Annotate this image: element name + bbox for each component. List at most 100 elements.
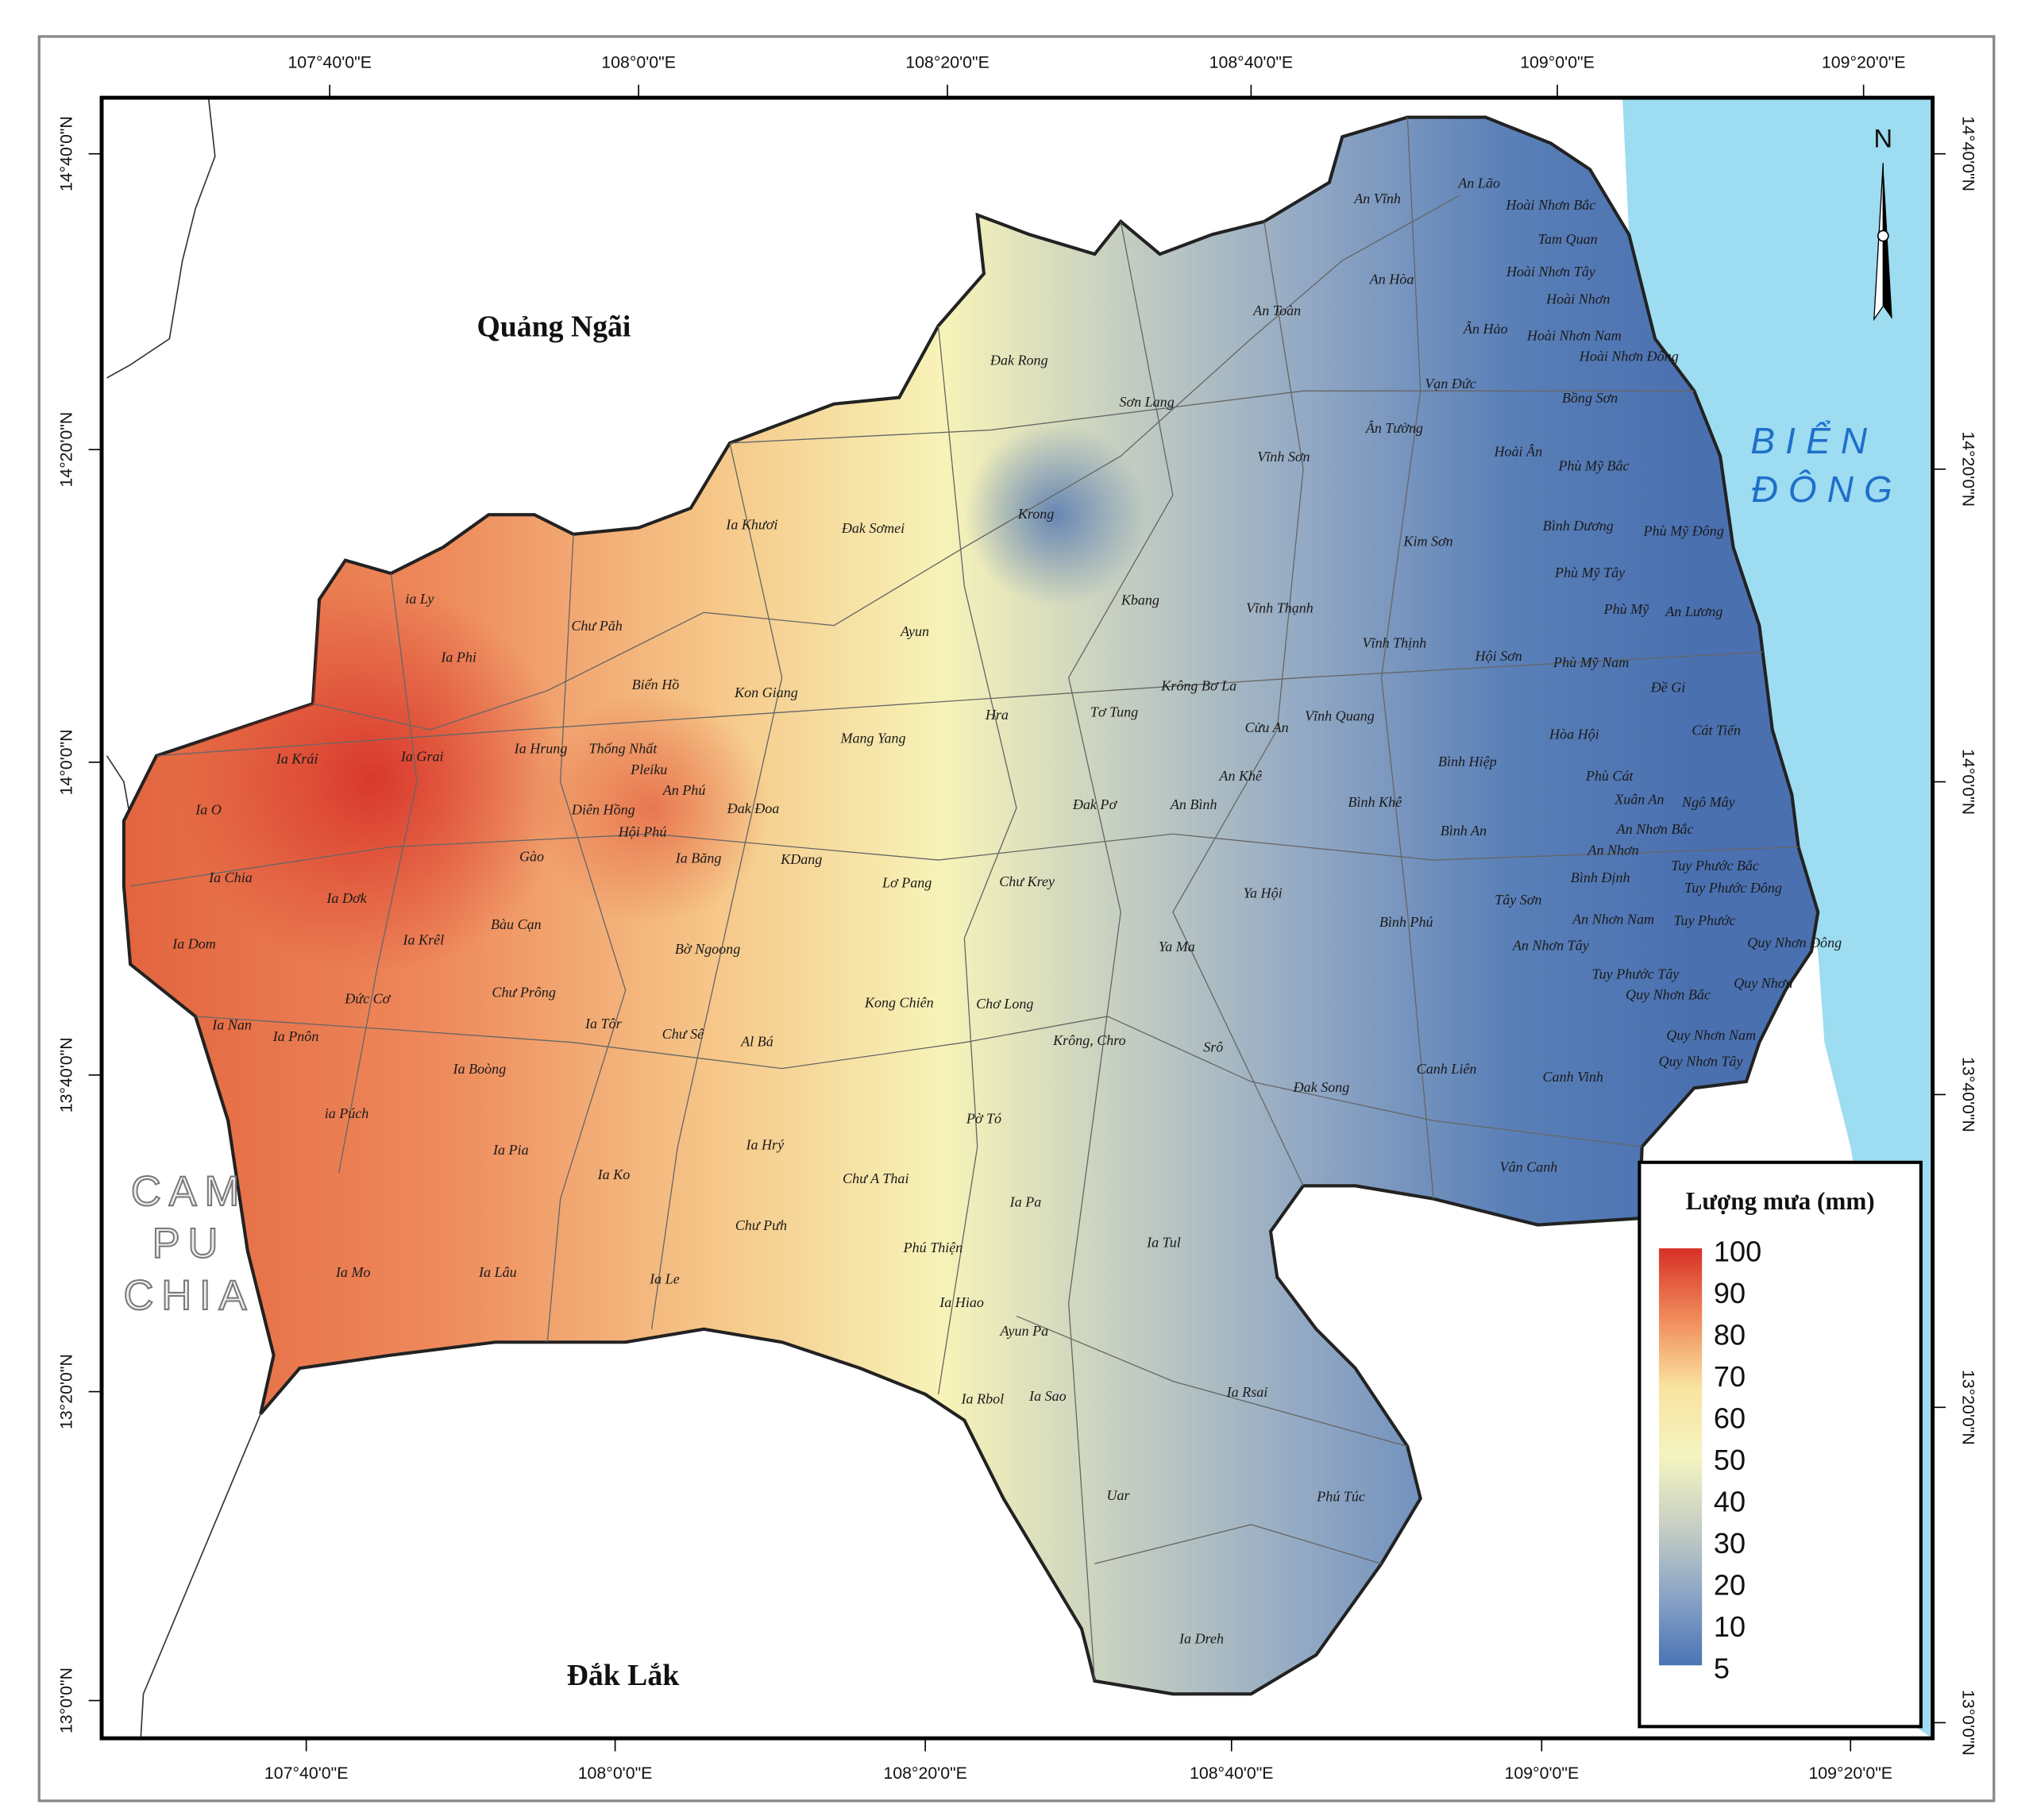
commune-borders — [130, 117, 1799, 1681]
place-label: Ia Boòng — [453, 1061, 507, 1077]
place-label: Ia Hrung — [514, 741, 568, 757]
graticule-label: 13°0'0"N — [1958, 1690, 1977, 1756]
place-label: Chư Pưh — [735, 1217, 787, 1233]
place-label: Vân Canh — [1500, 1159, 1558, 1174]
place-label: ia Púch — [325, 1105, 369, 1121]
graticule-label: 13°40'0"N — [1958, 1057, 1977, 1132]
graticule-label: 108°40'0"E — [1209, 52, 1294, 71]
place-label: An Nhơn — [1587, 843, 1638, 858]
place-label: KDang — [780, 851, 822, 867]
place-label: An Lương — [1665, 603, 1722, 619]
legend-tick-label: 100 — [1714, 1235, 1761, 1267]
legend-tick-label: 5 — [1714, 1652, 1730, 1685]
place-label: Thống Nhất — [589, 741, 658, 757]
graticule-label: 108°20'0"E — [905, 52, 989, 71]
place-label: Sơn Lang — [1119, 394, 1174, 410]
place-label: Canh Vinh — [1543, 1069, 1603, 1085]
place-label: Hội Sơn — [1475, 648, 1522, 664]
legend-tick-label: 40 — [1714, 1486, 1746, 1518]
place-label: Tam Quan — [1538, 231, 1598, 247]
place-label: Cửu An — [1245, 719, 1289, 735]
legend-color-bar — [1659, 1248, 1703, 1666]
place-label: Al Bá — [740, 1034, 773, 1050]
place-label: Đak Đoa — [727, 800, 780, 816]
place-label: Kim Sơn — [1402, 534, 1452, 549]
graticule-label: 108°0'0"E — [601, 52, 676, 71]
place-label: Kong Chiên — [864, 995, 934, 1011]
place-label: Ia O — [195, 802, 222, 818]
place-label: Pờ Tó — [966, 1111, 1001, 1127]
place-label: An Lão — [1457, 175, 1500, 191]
country-label: CHIA — [124, 1272, 255, 1319]
place-label: Ya Ma — [1159, 939, 1195, 954]
place-label: Ia Nan — [211, 1016, 252, 1032]
place-label: Chư Sê — [662, 1026, 704, 1042]
place-label: Phù Mỹ Bắc — [1557, 457, 1629, 473]
place-label: Bình Khê — [1348, 794, 1402, 810]
place-label: An Phú — [662, 782, 706, 798]
place-label: Phù Mỹ Tây — [1554, 565, 1626, 580]
place-label: Ia Dreh — [1179, 1630, 1224, 1646]
place-label: Ia Tul — [1146, 1234, 1181, 1250]
place-label: Srô — [1203, 1039, 1223, 1055]
country-label: CAM — [131, 1168, 247, 1215]
place-label: Hra — [985, 707, 1009, 723]
place-label: Hoài Nhơn Tây — [1506, 264, 1596, 280]
place-label: Đak Rong — [989, 352, 1048, 368]
graticule-label: 13°20'0"N — [1958, 1370, 1977, 1445]
place-label: Krông Bơ La — [1160, 678, 1236, 694]
place-label: Quy Nhơn Bắc — [1626, 987, 1711, 1003]
place-label: Hoài Nhơn Nam — [1526, 327, 1622, 343]
place-label: Tây Sơn — [1495, 892, 1541, 908]
place-label: Phù Mỹ — [1603, 601, 1650, 617]
place-label: Vĩnh Sơn — [1257, 449, 1310, 465]
place-label: Bình Dương — [1543, 518, 1614, 534]
place-label: Phú Thiện — [903, 1240, 963, 1255]
place-label: Ia Tôr — [584, 1016, 623, 1031]
place-label: An Nhơn Bắc — [1616, 821, 1694, 837]
place-label: Kon Giang — [734, 684, 798, 700]
place-label: Mang Yang — [839, 730, 905, 746]
place-label: Ia Dơk — [326, 890, 367, 906]
place-label: Ia Rbol — [961, 1390, 1005, 1406]
place-label: Hoài Ân — [1493, 442, 1542, 459]
place-label: Biển Hồ — [632, 677, 680, 692]
place-label: Phù Cát — [1585, 768, 1634, 784]
place-label: Vạn Đức — [1425, 376, 1476, 391]
cambodia-border — [106, 98, 261, 1739]
place-label: Hoài Nhơn Bắc — [1505, 197, 1595, 213]
place-label: An Hòa — [1369, 272, 1414, 287]
place-label: Xuân An — [1614, 792, 1664, 808]
place-label: Ayun Pa — [1000, 1323, 1049, 1339]
place-label: Bình Phú — [1379, 914, 1433, 930]
legend-title: Lượng mưa (mm) — [1686, 1187, 1875, 1215]
place-label: Ân Hảo — [1463, 320, 1508, 337]
place-label: Vĩnh Thạnh — [1246, 600, 1314, 615]
place-label: Ngô Mây — [1681, 794, 1736, 810]
north-arrow: N — [1873, 123, 1892, 322]
place-label: Vĩnh Quang — [1305, 708, 1375, 723]
place-label: Gào — [519, 849, 544, 865]
place-label: Quy Nhơn Nam — [1666, 1028, 1756, 1043]
graticule-label: 14°40'0"N — [56, 116, 75, 191]
graticule-label: 109°0'0"E — [1520, 52, 1595, 71]
place-label: Ia Băng — [675, 850, 722, 866]
graticule-label: 109°20'0"E — [1822, 52, 1906, 71]
graticule-label: 14°40'0"N — [1958, 116, 1977, 191]
place-label: Bình An — [1441, 823, 1487, 839]
graticule-label: 108°40'0"E — [1190, 1764, 1274, 1783]
place-label: An Khê — [1218, 768, 1262, 784]
graticule-label: 14°20'0"N — [1958, 431, 1977, 507]
sea-label: ĐÔNG — [1752, 468, 1903, 510]
sea — [1622, 98, 1933, 1739]
place-label: Chư Prông — [492, 984, 556, 1000]
place-label: Lơ Pang — [881, 875, 932, 891]
place-label: Bình Hiệp — [1438, 754, 1497, 769]
legend-tick-label: 20 — [1714, 1569, 1746, 1602]
place-label: Ia Dom — [172, 936, 216, 952]
place-label: Ia Krêl — [403, 932, 445, 948]
legend-tick-label: 50 — [1714, 1444, 1746, 1476]
place-label: Ia Sao — [1028, 1388, 1067, 1404]
